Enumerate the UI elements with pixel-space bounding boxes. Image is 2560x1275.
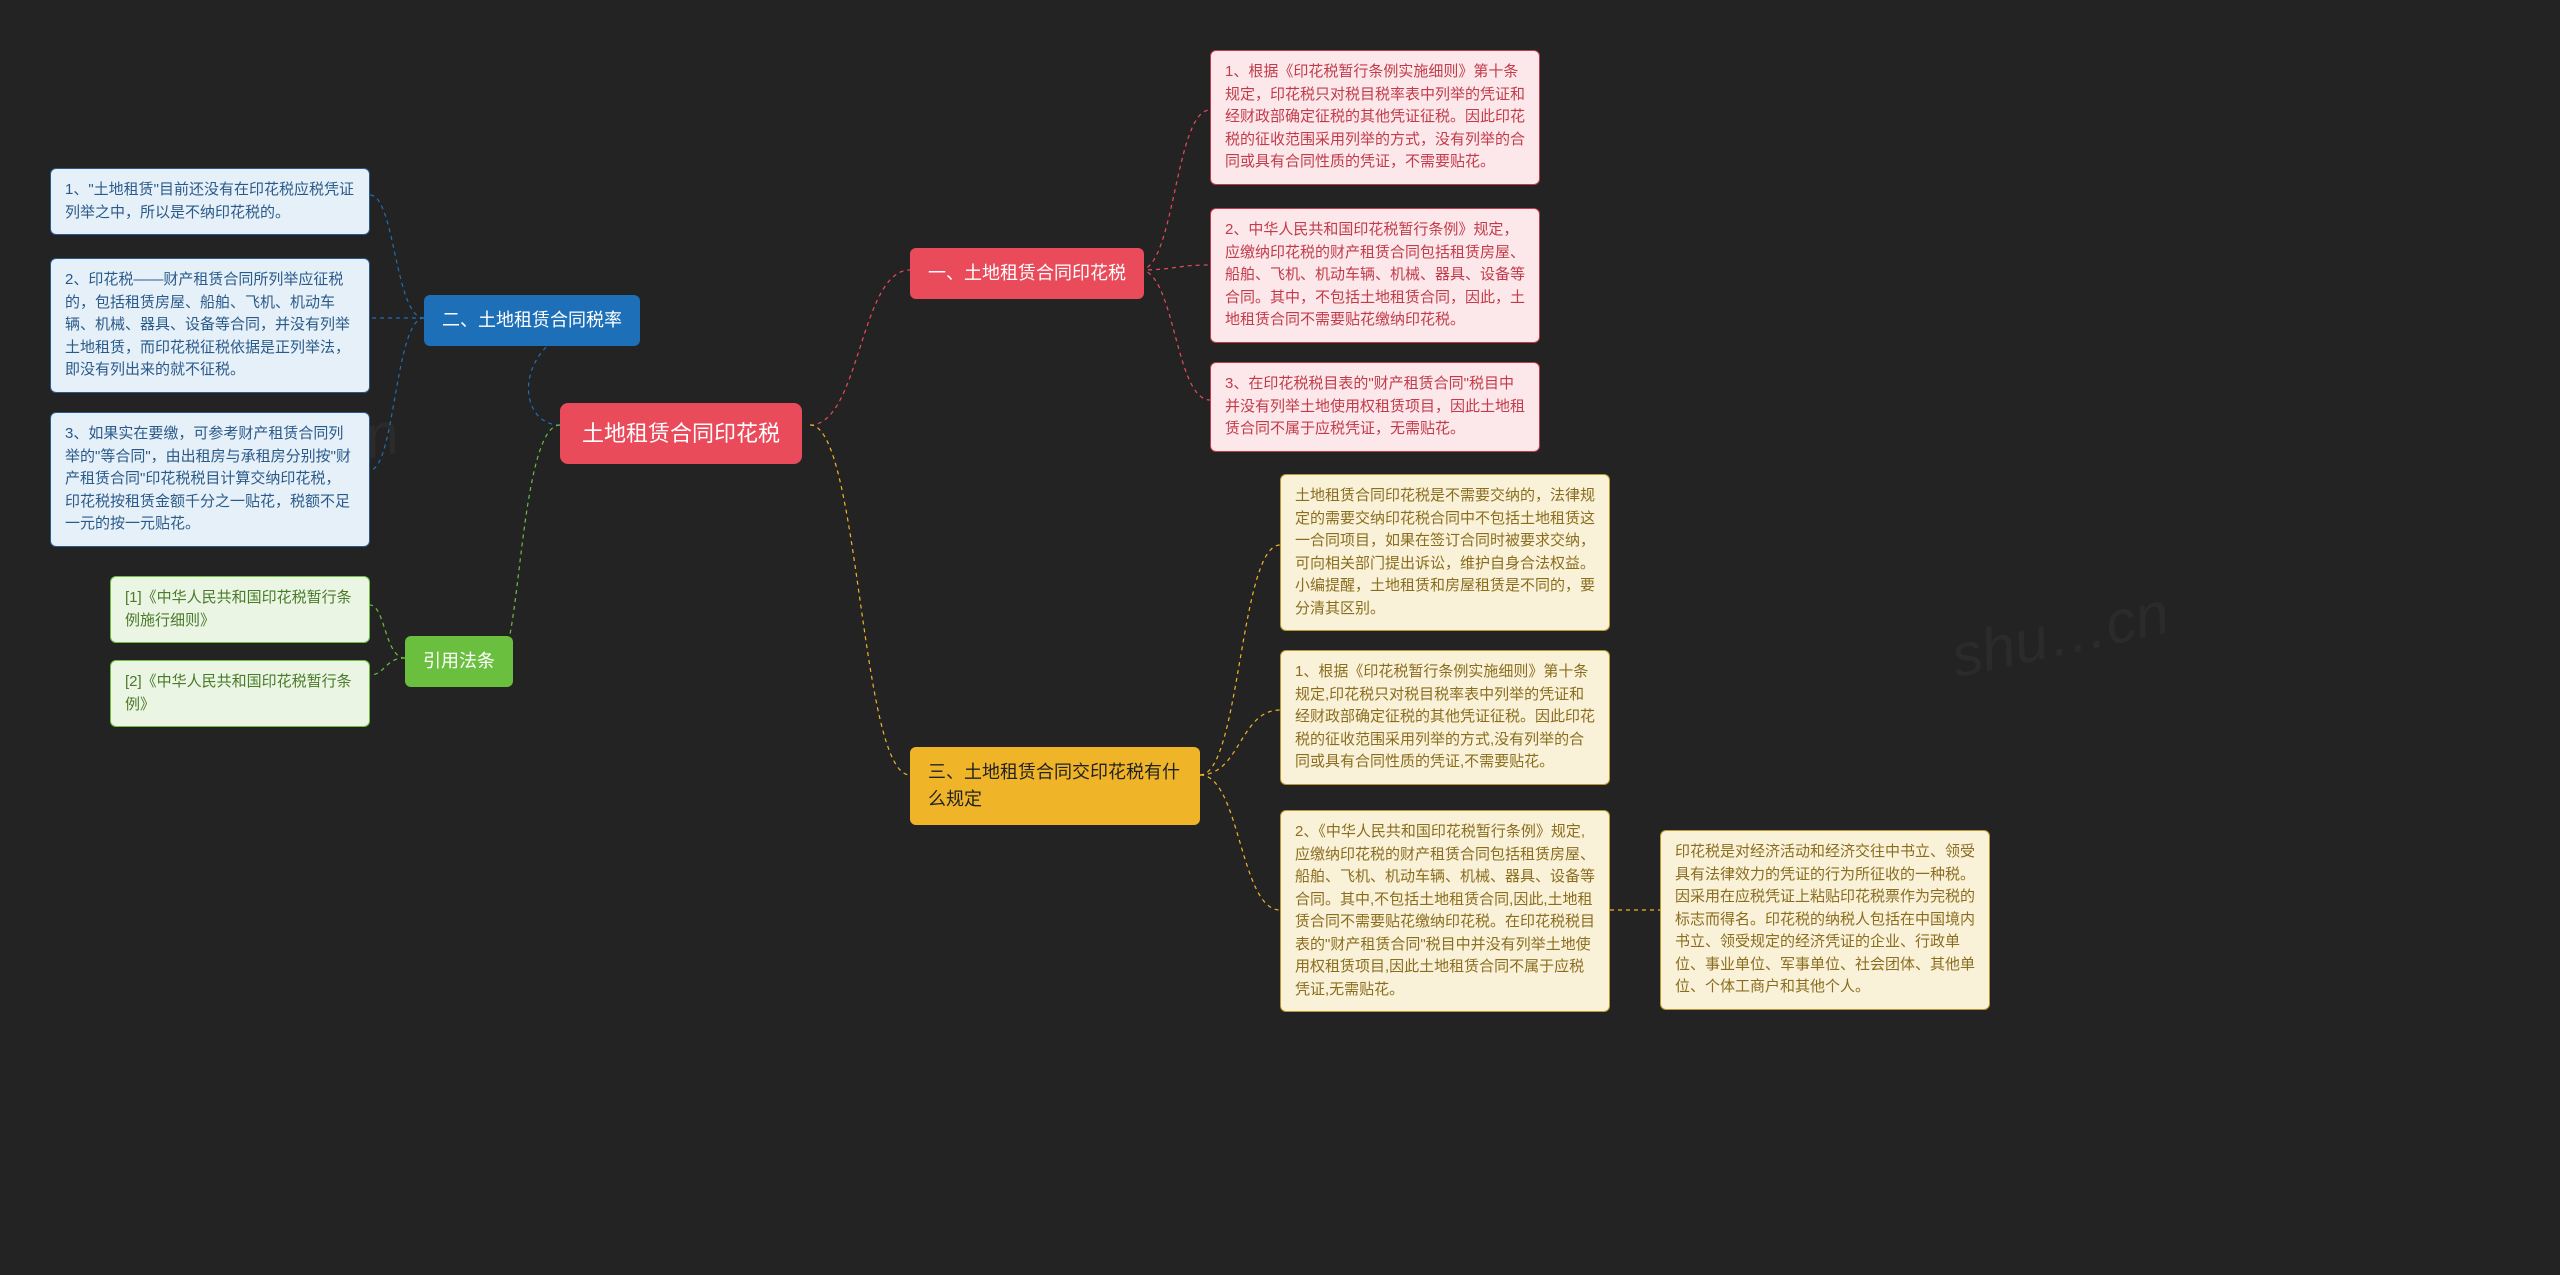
branch-1: 一、土地租赁合同印花税 [910, 248, 1144, 299]
watermark: shu…cn [1945, 578, 2175, 691]
leaf-b3-4: 印花税是对经济活动和经济交往中书立、领受具有法律效力的凭证的行为所征收的一种税。… [1660, 830, 1990, 1010]
leaf-b3-2: 1、根据《印花税暂行条例实施细则》第十条规定,印花税只对税目税率表中列举的凭证和… [1280, 650, 1610, 785]
connector-lines [0, 0, 2560, 1275]
branch-4: 引用法条 [405, 636, 513, 687]
leaf-b2-1: 1、"土地租赁"目前还没有在印花税应税凭证列举之中，所以是不纳印花税的。 [50, 168, 370, 235]
leaf-b1-3: 3、在印花税税目表的"财产租赁合同"税目中并没有列举土地使用权租赁项目，因此土地… [1210, 362, 1540, 452]
leaf-b3-1: 土地租赁合同印花税是不需要交纳的，法律规定的需要交纳印花税合同中不包括土地租赁这… [1280, 474, 1610, 631]
leaf-b4-1: [1]《中华人民共和国印花税暂行条例施行细则》 [110, 576, 370, 643]
leaf-b2-2: 2、印花税——财产租赁合同所列举应征税的，包括租赁房屋、船舶、飞机、机动车辆、机… [50, 258, 370, 393]
leaf-b1-1: 1、根据《印花税暂行条例实施细则》第十条规定，印花税只对税目税率表中列举的凭证和… [1210, 50, 1540, 185]
branch-3: 三、土地租赁合同交印花税有什么规定 [910, 747, 1200, 825]
branch-2: 二、土地租赁合同税率 [424, 295, 640, 346]
leaf-b4-2: [2]《中华人民共和国印花税暂行条例》 [110, 660, 370, 727]
leaf-b2-3: 3、如果实在要缴，可参考财产租赁合同列举的"等合同"，由出租房与承租房分别按"财… [50, 412, 370, 547]
root-node: 土地租赁合同印花税 [560, 403, 802, 464]
leaf-b1-2: 2、中华人民共和国印花税暂行条例》规定，应缴纳印花税的财产租赁合同包括租赁房屋、… [1210, 208, 1540, 343]
leaf-b3-3: 2、《中华人民共和国印花税暂行条例》规定,应缴纳印花税的财产租赁合同包括租赁房屋… [1280, 810, 1610, 1012]
